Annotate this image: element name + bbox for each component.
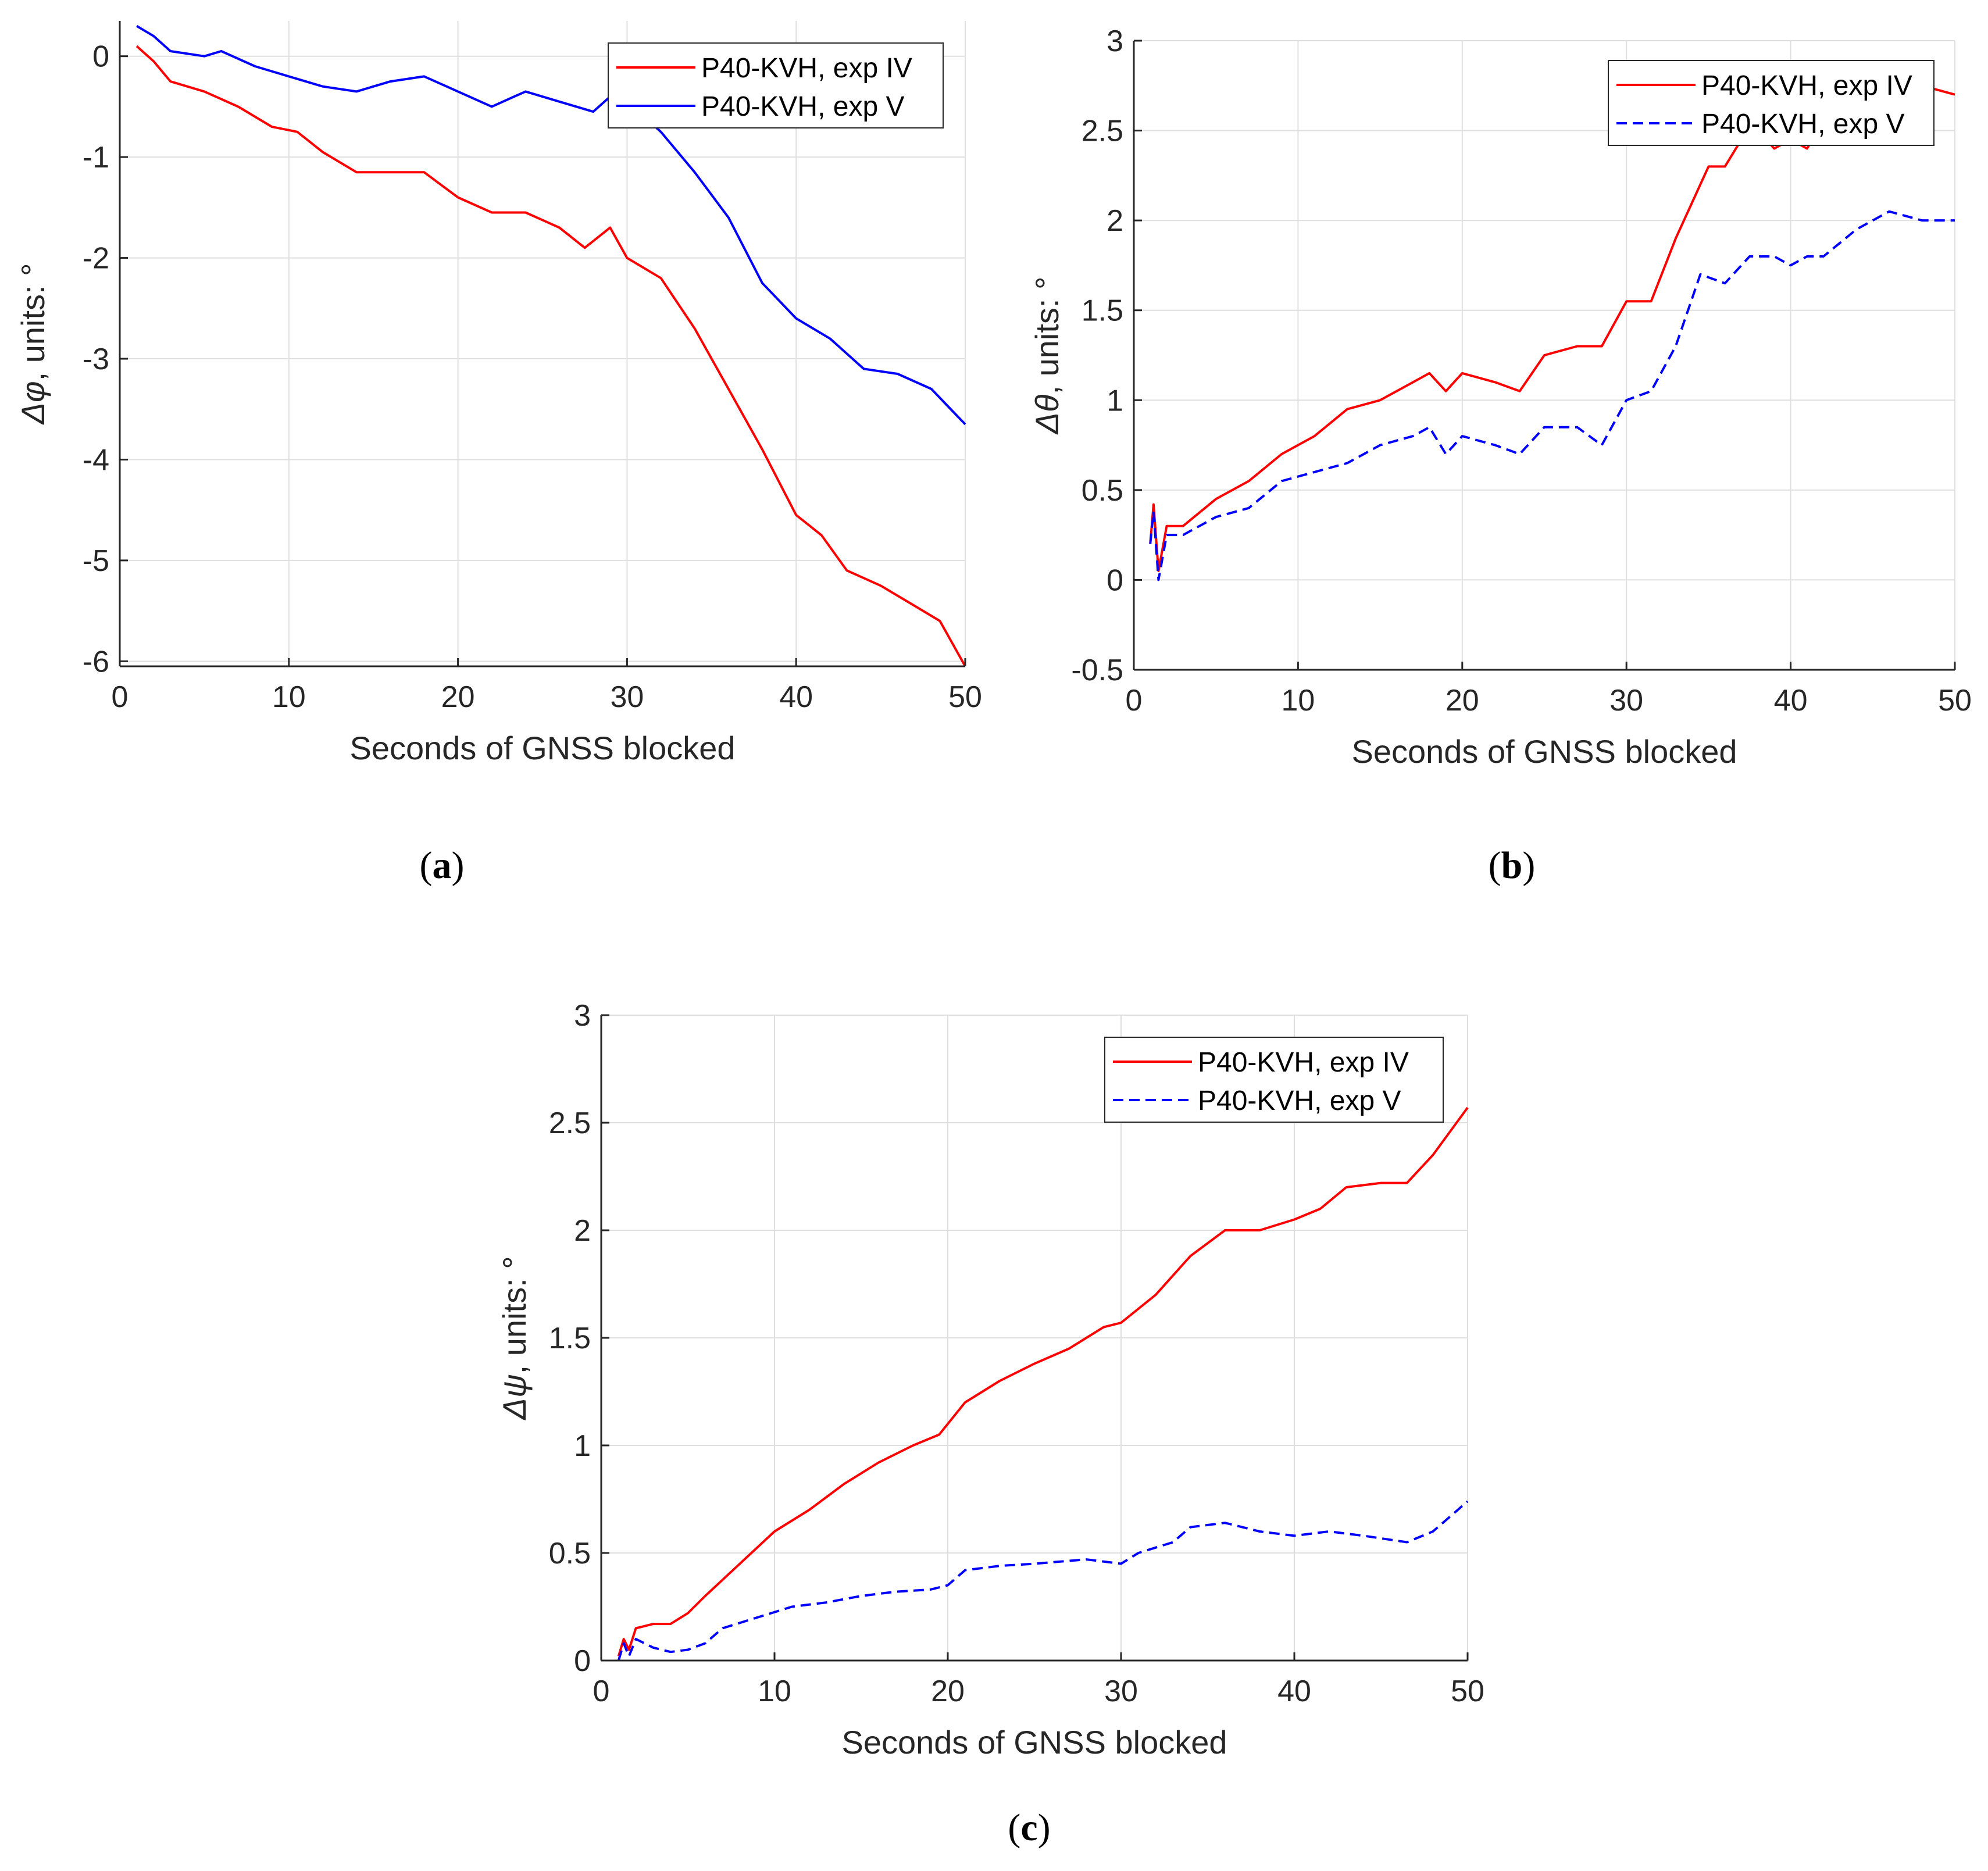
panel-caption: (b) [1489, 844, 1536, 887]
x-tick-label: 10 [272, 680, 306, 714]
x-tick-label: 20 [441, 680, 475, 714]
caption-close: ) [1038, 1806, 1051, 1849]
x-tick-label: 50 [1938, 684, 1972, 717]
caption-close: ) [452, 844, 465, 887]
y-tick-label: 1 [574, 1429, 591, 1463]
y-tick-label: 0 [1107, 563, 1123, 597]
x-tick-label: 50 [1451, 1674, 1484, 1708]
y-tick-label: 2 [1107, 204, 1123, 238]
y-tick-label: 1.5 [1082, 294, 1123, 328]
x-tick-label: 30 [1609, 684, 1643, 717]
y-axis-units: , units: ° [496, 1256, 533, 1374]
x-tick-label: 40 [779, 680, 813, 714]
chart-a: 0 10 20 30 40 50 0 -1 -2 -3 -4 -5 -6 Seconds of GNSS … [15, 21, 982, 887]
legend-label-exp-iv: P40-KVH, exp IV [1701, 70, 1912, 101]
y-tick-label: 2.5 [1082, 115, 1123, 148]
x-tick-label: 40 [1774, 684, 1808, 717]
legend-label-exp-iv: P40-KVH, exp IV [701, 53, 912, 84]
legend-box [1608, 60, 1935, 146]
caption-letter: c [1020, 1806, 1037, 1849]
legend: P40-KVH, exp IV P40-KVH, exp V [1608, 60, 1935, 146]
x-tick-label: 50 [948, 680, 982, 714]
y-tick-label: -5 [83, 544, 109, 578]
caption-open: ( [420, 844, 433, 887]
legend-box [1104, 1037, 1444, 1123]
y-tick-label: 2.5 [549, 1106, 591, 1140]
x-tick-label: 10 [758, 1674, 791, 1708]
y-tick-label: -3 [83, 342, 109, 376]
y-tick-label: 0.5 [1082, 474, 1123, 508]
series-line-exp-v [1149, 210, 1955, 581]
chart-c: 0 10 20 30 40 50 0 0.5 1 1.5 2 2.5 3 Seconds of GNSS … [496, 999, 1484, 1849]
legend-label-exp-v: P40-KVH, exp V [1701, 109, 1905, 140]
y-axis-symbol: Δφ [15, 381, 51, 425]
x-tick-label: 0 [112, 680, 129, 714]
x-axis-label: Seconds of GNSS blocked [1351, 733, 1737, 770]
series-line-exp-iv [617, 1106, 1469, 1657]
y-axis-symbol: Δθ [1029, 394, 1065, 435]
y-tick-label: 3 [1107, 24, 1123, 58]
legend: P40-KVH, exp IV P40-KVH, exp V [1104, 1037, 1444, 1123]
y-tick-label: -0.5 [1071, 654, 1123, 687]
legend-box [608, 42, 944, 128]
y-tick-label: -2 [83, 242, 109, 276]
x-tick-label: 30 [1104, 1674, 1138, 1708]
x-axis-label: Seconds of GNSS blocked [841, 1724, 1227, 1761]
legend-label-exp-v: P40-KVH, exp V [701, 91, 905, 122]
caption-close: ) [1522, 844, 1535, 887]
series-line-exp-v [136, 24, 966, 426]
y-tick-label: -6 [83, 645, 109, 679]
legend: P40-KVH, exp IV P40-KVH, exp V [608, 42, 944, 128]
series-line-exp-v [617, 1500, 1469, 1661]
panel-caption: (a) [420, 844, 465, 887]
legend-label-exp-iv: P40-KVH, exp IV [1198, 1047, 1409, 1078]
y-axis-label: Δψ, units: ° [496, 1256, 533, 1420]
legend-label-exp-v: P40-KVH, exp V [1198, 1086, 1401, 1116]
y-tick-label: -1 [83, 141, 109, 174]
series-line-exp-iv [135, 45, 966, 667]
y-axis-symbol: Δψ [496, 1374, 533, 1420]
caption-letter: a [433, 844, 452, 887]
y-tick-label: 0.5 [549, 1537, 591, 1570]
y-axis-label: Δφ, units: ° [15, 263, 51, 425]
x-tick-label: 10 [1281, 684, 1315, 717]
x-tick-label: 20 [931, 1674, 965, 1708]
y-tick-label: 3 [574, 999, 591, 1033]
x-tick-label: 20 [1446, 684, 1479, 717]
y-tick-label: 2 [574, 1214, 591, 1248]
caption-letter: b [1501, 844, 1523, 887]
caption-open: ( [1489, 844, 1501, 887]
x-axis-label: Seconds of GNSS blocked [349, 730, 735, 766]
y-tick-label: 1.5 [549, 1322, 591, 1355]
y-tick-label: 0 [574, 1644, 591, 1678]
x-tick-label: 30 [610, 680, 644, 714]
x-tick-label: 0 [593, 1674, 610, 1708]
y-axis-units: , units: ° [15, 263, 51, 381]
y-axis-label: Δθ, units: ° [1029, 277, 1065, 435]
y-tick-label: 0 [92, 40, 109, 74]
y-tick-label: -4 [83, 443, 109, 477]
x-tick-label: 0 [1126, 684, 1143, 717]
y-tick-label: 1 [1107, 384, 1123, 417]
caption-open: ( [1008, 1806, 1020, 1849]
x-tick-label: 40 [1277, 1674, 1311, 1708]
panel-caption: (c) [1008, 1806, 1050, 1849]
y-axis-units: , units: ° [1029, 277, 1065, 395]
